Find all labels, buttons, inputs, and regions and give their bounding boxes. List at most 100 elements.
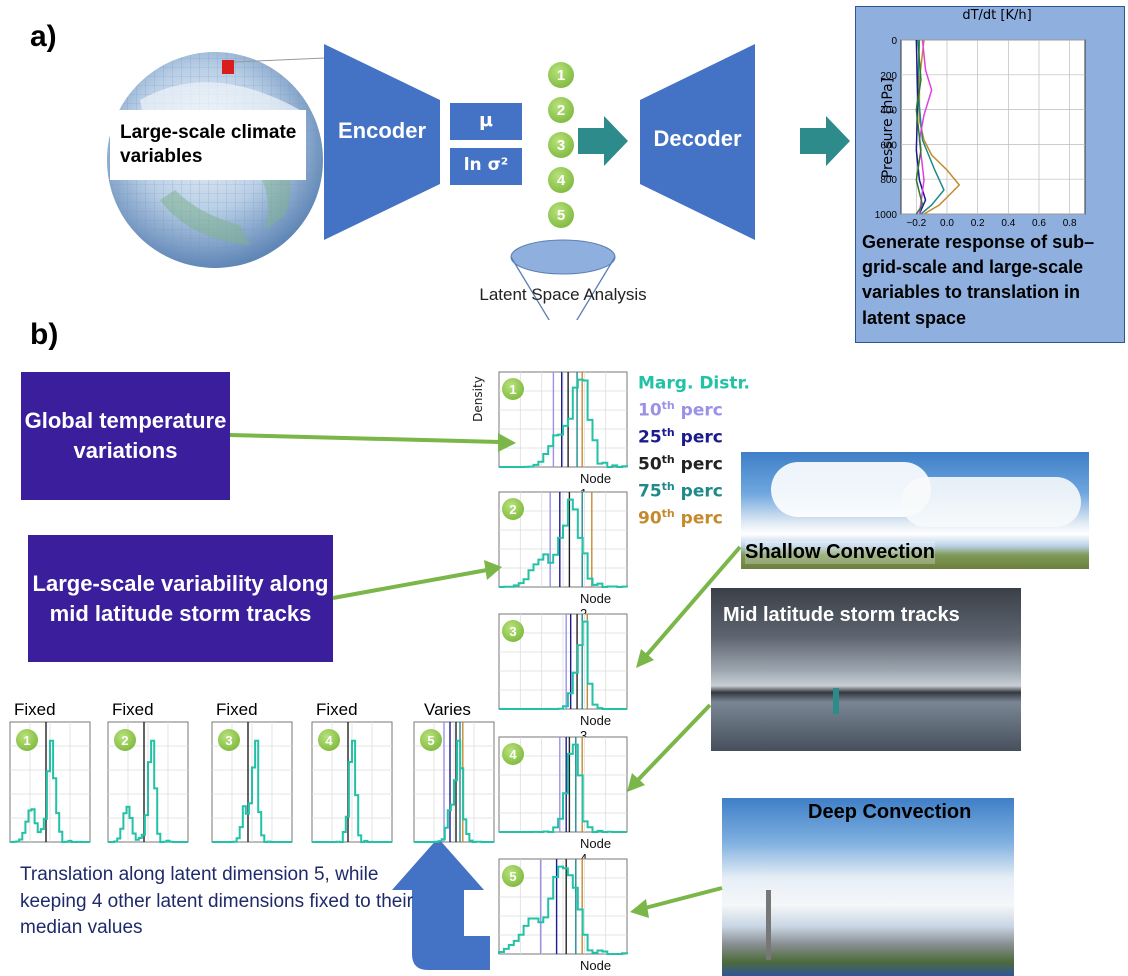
panel-a-label: a) — [30, 20, 57, 53]
latent-node-4: 4 — [548, 167, 574, 193]
node-badge-5: 5 — [420, 729, 442, 751]
legend-item-2: 10th perc — [638, 399, 723, 421]
legend-item-5: 75th perc — [638, 480, 723, 502]
latent-node-1: 1 — [548, 62, 574, 88]
node-label-5: Node 5 — [580, 958, 612, 976]
funnel-label: Latent Space Analysis — [479, 285, 647, 304]
shallow-convection-caption: Shallow Convection — [745, 541, 936, 564]
legend-item-1: Marg. Distr. — [638, 372, 750, 394]
profile-line-5 — [915, 39, 924, 215]
profile-ytick: 400 — [880, 106, 897, 117]
legend-item-3: 25th perc — [638, 426, 723, 448]
decoder-shape — [640, 44, 755, 240]
node-hist-2 — [498, 491, 628, 588]
bottom-hist-5 — [413, 721, 495, 843]
mid-latitude-caption: Mid latitude storm tracks — [723, 604, 960, 626]
bottom-marginal-hist — [414, 739, 494, 843]
bottom-title-4: Fixed — [316, 700, 358, 719]
shallow-convection-photo — [741, 452, 1089, 569]
bottom-marginal-hist — [312, 739, 392, 843]
node-badge-1: 1 — [502, 378, 524, 400]
profile-xtick: 0.4 — [1001, 218, 1015, 229]
node-badge-4: 4 — [502, 743, 524, 765]
profile-title: dT/dt [K/h] — [962, 8, 1032, 23]
profile-chart: 0 200 400 600 800 1000 −0.2 0.0 0.2 0.4 0.6 0.8 — [875, 36, 1086, 229]
profile-xtick: 0.0 — [940, 218, 954, 229]
marginal-hist — [498, 865, 628, 955]
node-badge-3: 3 — [218, 729, 240, 751]
profile-line-4 — [918, 39, 933, 215]
translation-arrow — [392, 838, 490, 970]
decoder-label: Decoder — [653, 126, 742, 151]
profile-xtick: 0.6 — [1032, 218, 1046, 229]
legend-sup: th — [661, 426, 675, 439]
encoder-label: Encoder — [337, 118, 427, 143]
global-temperature-box: Global temperature variations — [21, 372, 230, 500]
legend-item-6: 90th perc — [638, 507, 723, 529]
legend-sup: th — [661, 399, 675, 412]
profile-ytick: 800 — [880, 175, 897, 186]
bottom-marginal-hist — [108, 739, 188, 843]
legend-base: Marg. Distr. — [638, 373, 750, 394]
panel-b-label: b) — [30, 318, 59, 351]
legend-item-4: 50th perc — [638, 453, 723, 475]
global-temperature-text: Global temperature variations — [24, 408, 227, 463]
bottom-title-1: Fixed — [14, 700, 56, 719]
marginal-hist — [499, 498, 628, 588]
legend-sup: th — [661, 507, 675, 520]
bottom-title-3: Fixed — [216, 700, 258, 719]
node-badge-3: 3 — [502, 620, 524, 642]
profile-ytick: 600 — [880, 140, 897, 151]
node-badge-4: 4 — [318, 729, 340, 751]
latent-node-2: 2 — [548, 97, 574, 123]
bottom-marginal-hist — [212, 739, 292, 843]
legend-sup: th — [661, 480, 675, 493]
node-badge-5: 5 — [502, 865, 524, 887]
sigma-box — [450, 148, 522, 185]
latent-node-3: 3 — [548, 132, 574, 158]
legend-suffix: perc — [674, 481, 723, 502]
node-badge-2: 2 — [502, 498, 524, 520]
legend-base: 25 — [638, 427, 662, 448]
marginal-hist — [499, 620, 627, 710]
mid-latitude-photo — [711, 588, 1021, 751]
node-badge-1: 1 — [16, 729, 38, 751]
response-text: Generate response of sub–grid-scale and … — [862, 232, 1095, 328]
legend-base: 90 — [638, 508, 662, 529]
profile-ytick: 1000 — [875, 210, 898, 221]
legend-suffix: perc — [674, 508, 723, 529]
storm-tracks-text: Large-scale variability along mid latitu… — [32, 570, 329, 626]
legend-suffix: perc — [674, 400, 723, 421]
legend-base: 50 — [638, 454, 662, 475]
node-badge-2: 2 — [114, 729, 136, 751]
node-hist-5 — [498, 858, 628, 955]
profile-ytick: 0 — [891, 36, 897, 47]
bottom-marginal-hist — [10, 739, 90, 843]
deep-convection-photo — [722, 798, 1014, 976]
mu-label: μ — [479, 109, 493, 131]
marginal-hist — [499, 743, 627, 833]
legend-suffix: perc — [674, 427, 723, 448]
legend-base: 75 — [638, 481, 662, 502]
translation-text: Translation along latent dimension 5, wh… — [20, 864, 413, 939]
legend-base: 10 — [638, 400, 662, 421]
node-label-3: Node 3 — [580, 713, 612, 743]
profile-line-3 — [915, 39, 927, 215]
bottom-title-2: Fixed — [112, 700, 154, 719]
latent-node-5: 5 — [548, 202, 574, 228]
marginal-hist — [499, 378, 628, 468]
storm-tracks-box: Large-scale variability along mid latitu… — [28, 535, 333, 662]
profile-xtick: 0.8 — [1063, 218, 1077, 229]
arrow-to-profile — [800, 116, 850, 166]
network-diagram — [324, 44, 850, 320]
legend-suffix: perc — [674, 454, 723, 475]
encoder-shape — [324, 44, 440, 240]
deep-convection-caption: Deep Convection — [808, 801, 972, 823]
sigma-label: ln σ² — [463, 155, 509, 175]
profile-ytick: 200 — [880, 71, 897, 82]
arrow-to-decoder — [578, 116, 628, 166]
legend-sup: th — [661, 453, 675, 466]
bottom-title-5: Varies — [424, 700, 471, 719]
